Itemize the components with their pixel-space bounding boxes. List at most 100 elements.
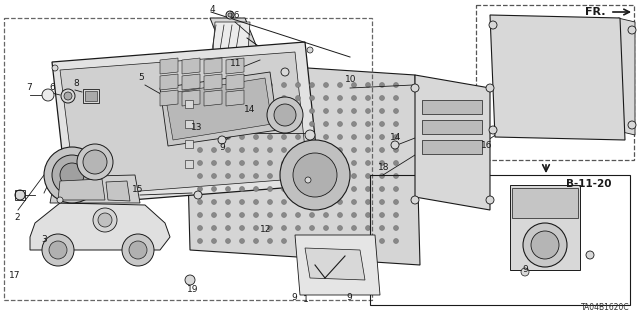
Circle shape — [274, 104, 296, 126]
Circle shape — [282, 212, 287, 218]
Polygon shape — [50, 175, 140, 203]
Circle shape — [351, 174, 356, 179]
Circle shape — [411, 196, 419, 204]
Text: 9: 9 — [291, 293, 297, 302]
Bar — [512, 188, 578, 218]
Circle shape — [282, 174, 287, 179]
Circle shape — [211, 187, 216, 191]
Circle shape — [49, 241, 67, 259]
Circle shape — [380, 147, 385, 152]
Polygon shape — [160, 74, 178, 90]
Circle shape — [64, 92, 72, 100]
Circle shape — [194, 191, 202, 199]
Circle shape — [323, 187, 328, 191]
Circle shape — [268, 174, 273, 179]
Text: 6: 6 — [49, 84, 55, 93]
Circle shape — [218, 136, 226, 144]
Circle shape — [225, 147, 230, 152]
Circle shape — [365, 239, 371, 243]
Bar — [476, 5, 634, 160]
Circle shape — [268, 135, 273, 139]
Circle shape — [239, 122, 244, 127]
Circle shape — [211, 199, 216, 204]
Circle shape — [305, 130, 315, 140]
Circle shape — [226, 11, 234, 19]
Circle shape — [225, 108, 230, 114]
Circle shape — [337, 95, 342, 100]
Circle shape — [380, 199, 385, 204]
Circle shape — [310, 174, 314, 179]
Circle shape — [323, 174, 328, 179]
Circle shape — [211, 135, 216, 139]
Circle shape — [394, 83, 399, 87]
Circle shape — [77, 144, 113, 180]
Polygon shape — [60, 52, 308, 196]
Circle shape — [253, 226, 259, 231]
Circle shape — [239, 108, 244, 114]
Polygon shape — [295, 235, 380, 295]
Circle shape — [253, 147, 259, 152]
Circle shape — [239, 95, 244, 100]
Circle shape — [310, 187, 314, 191]
Circle shape — [489, 126, 497, 134]
Circle shape — [239, 160, 244, 166]
Text: 11: 11 — [230, 60, 242, 69]
Circle shape — [60, 163, 84, 187]
Polygon shape — [52, 42, 320, 205]
Circle shape — [61, 89, 75, 103]
Circle shape — [225, 83, 230, 87]
Text: 5: 5 — [138, 73, 144, 83]
Circle shape — [310, 212, 314, 218]
Circle shape — [337, 135, 342, 139]
Circle shape — [310, 147, 314, 152]
Circle shape — [296, 83, 301, 87]
Circle shape — [394, 226, 399, 231]
Circle shape — [337, 147, 342, 152]
Circle shape — [531, 231, 559, 259]
Circle shape — [268, 199, 273, 204]
Circle shape — [198, 108, 202, 114]
Circle shape — [253, 95, 259, 100]
Circle shape — [253, 135, 259, 139]
Circle shape — [365, 160, 371, 166]
Circle shape — [282, 187, 287, 191]
Circle shape — [253, 239, 259, 243]
Circle shape — [198, 160, 202, 166]
Circle shape — [310, 108, 314, 114]
Circle shape — [323, 212, 328, 218]
Circle shape — [98, 213, 112, 227]
Bar — [422, 120, 482, 134]
Polygon shape — [210, 18, 260, 55]
Circle shape — [380, 108, 385, 114]
Text: 16: 16 — [229, 11, 241, 20]
Circle shape — [185, 275, 195, 285]
Circle shape — [239, 174, 244, 179]
Circle shape — [239, 199, 244, 204]
Circle shape — [198, 239, 202, 243]
Circle shape — [211, 239, 216, 243]
Text: 14: 14 — [244, 105, 256, 114]
Circle shape — [394, 160, 399, 166]
Circle shape — [323, 83, 328, 87]
Circle shape — [337, 226, 342, 231]
Circle shape — [380, 83, 385, 87]
Circle shape — [351, 83, 356, 87]
Text: 4: 4 — [209, 5, 215, 14]
Text: 7: 7 — [26, 84, 32, 93]
Polygon shape — [165, 78, 272, 140]
Circle shape — [380, 226, 385, 231]
Circle shape — [380, 174, 385, 179]
Circle shape — [253, 212, 259, 218]
Circle shape — [211, 147, 216, 152]
Circle shape — [282, 135, 287, 139]
Polygon shape — [160, 90, 178, 106]
Polygon shape — [420, 82, 485, 203]
Polygon shape — [226, 90, 244, 106]
Circle shape — [365, 199, 371, 204]
Circle shape — [93, 208, 117, 232]
Circle shape — [211, 226, 216, 231]
Circle shape — [380, 95, 385, 100]
Circle shape — [239, 147, 244, 152]
Circle shape — [365, 212, 371, 218]
Circle shape — [351, 160, 356, 166]
